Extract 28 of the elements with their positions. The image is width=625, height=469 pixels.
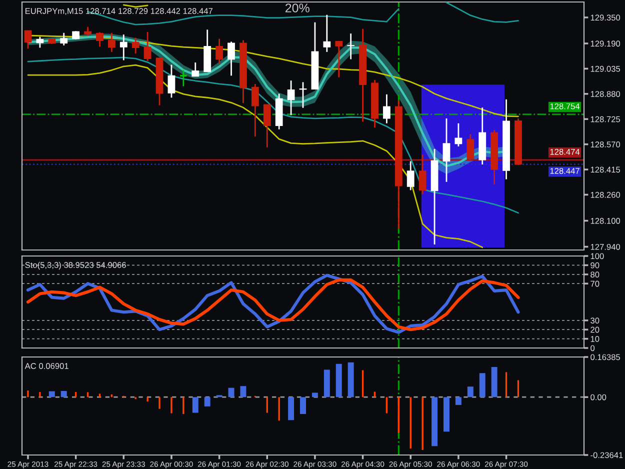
y-tick-label: 20 [590, 326, 600, 333]
y-tick-label: 128.100 [590, 218, 620, 224]
y-tick-label: 129.350 [590, 14, 620, 21]
ref-line-label: 128.447 [550, 168, 580, 174]
y-tick-label: 129.035 [590, 66, 620, 72]
y-tick-label: 128.570 [590, 141, 620, 148]
y-tick-label: 30 [590, 318, 600, 324]
y-tick-label: 0.00 [590, 394, 606, 400]
y-tick-label: 80 [590, 272, 600, 278]
ref-line-label: 128.474 [550, 148, 580, 155]
y-tick-label: 100 [590, 253, 604, 260]
text: AC 0.06901 [24, 363, 68, 369]
y-tick-label: 128.880 [590, 91, 620, 97]
annotation: 20% [286, 4, 310, 12]
y-tick-label: 128.260 [590, 192, 620, 198]
y-tick-label: 0 [590, 345, 595, 352]
y-tick-label: 10 [590, 336, 600, 342]
y-tick-label: 70 [590, 280, 600, 287]
y-tick-label: 128.415 [590, 166, 620, 173]
y-tick-label: 90 [590, 262, 600, 268]
ref-line-label: 128.754 [550, 103, 580, 110]
text: EURJPYm,M15 128.714 128.729 128.442 128.447 [25, 8, 212, 15]
text: Sto(5,3,3) 38.9523 54.9066 [25, 262, 126, 270]
y-tick-label: 129.190 [590, 40, 620, 47]
y-tick-label: 127.940 [590, 244, 620, 250]
y-tick-label: 128.725 [590, 116, 620, 122]
y-tick-label: 0.16385 [590, 354, 620, 360]
y-tick-label: -0.23641 [590, 452, 623, 458]
